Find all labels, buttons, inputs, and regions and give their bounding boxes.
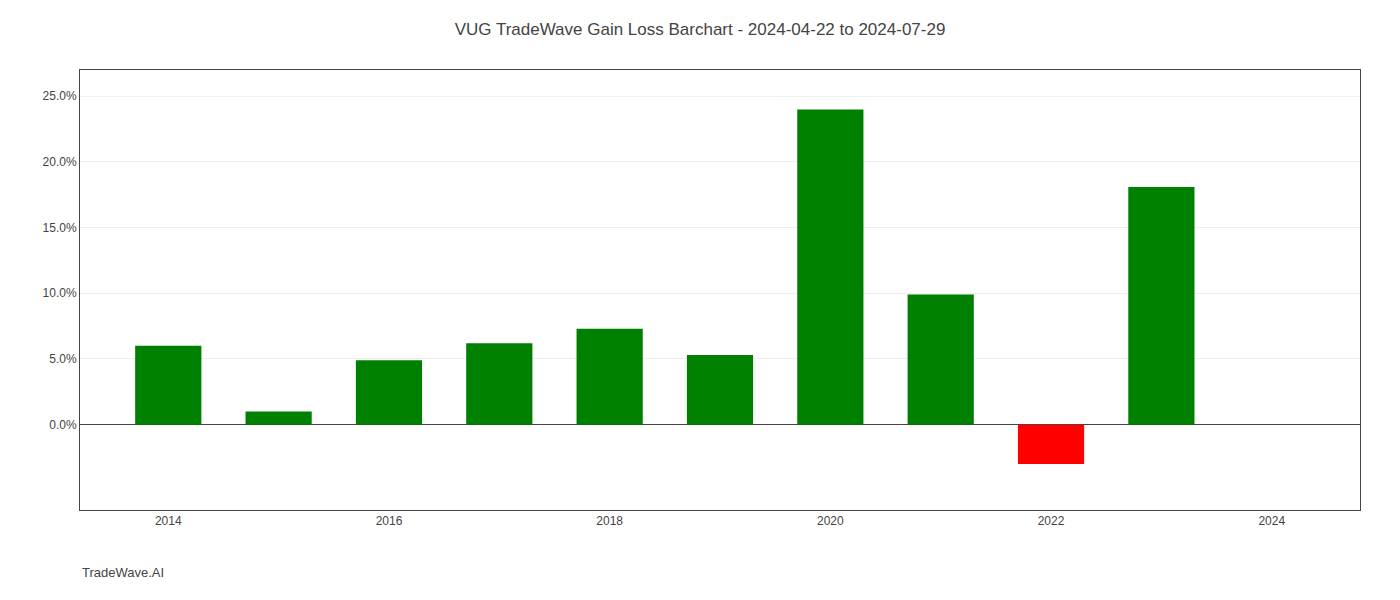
svg-text:TradeWave.AI: TradeWave.AI — [82, 565, 164, 580]
svg-text:2022: 2022 — [1038, 514, 1065, 528]
svg-text:15.0%: 15.0% — [43, 221, 77, 235]
svg-text:10.0%: 10.0% — [43, 286, 77, 300]
svg-text:VUG TradeWave Gain Loss Barcha: VUG TradeWave Gain Loss Barchart - 2024-… — [455, 20, 946, 39]
svg-text:25.0%: 25.0% — [43, 89, 77, 103]
svg-text:2016: 2016 — [376, 514, 403, 528]
svg-text:2024: 2024 — [1258, 514, 1285, 528]
svg-text:2020: 2020 — [817, 514, 844, 528]
svg-text:20.0%: 20.0% — [43, 155, 77, 169]
svg-text:2014: 2014 — [155, 514, 182, 528]
svg-text:2018: 2018 — [596, 514, 623, 528]
svg-text:5.0%: 5.0% — [49, 352, 77, 366]
svg-text:0.0%: 0.0% — [49, 418, 77, 432]
